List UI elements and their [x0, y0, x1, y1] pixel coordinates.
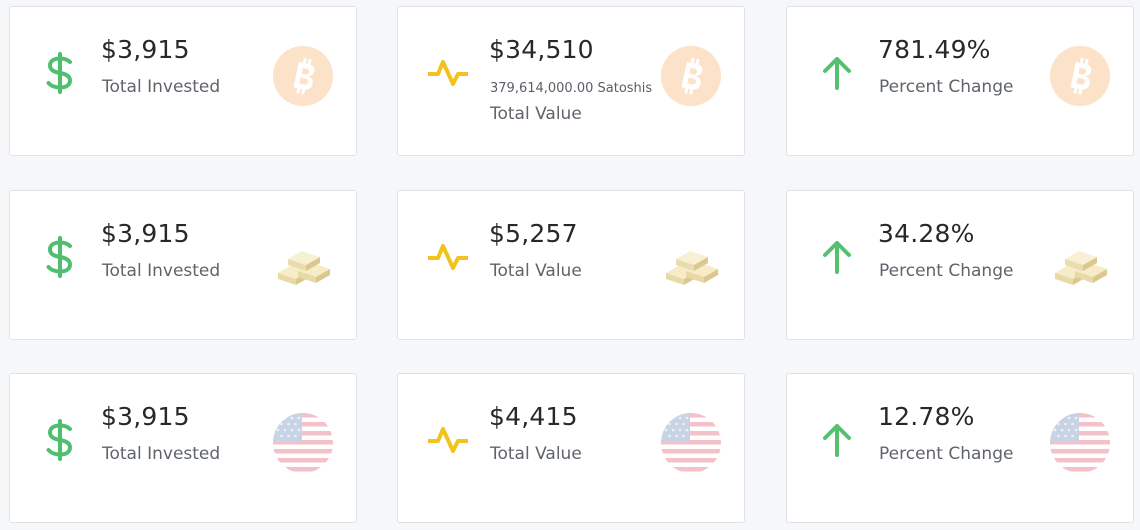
- total-value-value: $5,257: [489, 219, 578, 248]
- bitcoin-total-invested-card: $3,915 Total Invested: [9, 6, 357, 156]
- percent-change-label: Percent Change: [879, 77, 1014, 97]
- total-invested-value: $3,915: [101, 219, 190, 248]
- gold-percent-change-card: 34.28% Percent Change: [786, 190, 1134, 340]
- bitcoin-icon: [661, 46, 721, 106]
- us-flag-icon: [1050, 413, 1110, 473]
- pulse-icon: [428, 244, 468, 270]
- dollar-icon: [46, 52, 73, 94]
- total-invested-label: Total Invested: [102, 444, 221, 464]
- us-flag-icon: [661, 413, 721, 473]
- arrow-up-icon: [823, 424, 851, 457]
- gold-bars-icon: [1055, 251, 1107, 285]
- gold-total-value-card: $5,257 Total Value: [397, 190, 745, 340]
- arrow-up-icon: [823, 57, 851, 90]
- satoshis-amount: 379,614,000.00 Satoshis: [490, 81, 653, 96]
- total-value-value: $4,415: [489, 402, 578, 431]
- percent-change-value: 781.49%: [878, 35, 991, 64]
- bitcoin-icon: [273, 46, 333, 106]
- us-flag-icon: [273, 413, 333, 473]
- bitcoin-total-value-card: $34,510 379,614,000.00 Satoshis Total Va…: [397, 6, 745, 156]
- total-invested-label: Total Invested: [102, 261, 221, 281]
- usd-total-invested-card: $3,915 Total Invested: [9, 373, 357, 523]
- usd-percent-change-card: 12.78% Percent Change: [786, 373, 1134, 523]
- dollar-icon: [46, 419, 73, 461]
- gold-bars-icon: [278, 251, 330, 285]
- total-value-label: Total Value: [490, 104, 582, 124]
- percent-change-value: 34.28%: [878, 219, 975, 248]
- total-value-value: $34,510: [489, 35, 594, 64]
- total-invested-value: $3,915: [101, 35, 190, 64]
- dollar-icon: [46, 236, 73, 278]
- gold-bars-icon: [666, 251, 718, 285]
- percent-change-label: Percent Change: [879, 261, 1014, 281]
- percent-change-label: Percent Change: [879, 444, 1014, 464]
- pulse-icon: [428, 60, 468, 86]
- total-invested-label: Total Invested: [102, 77, 221, 97]
- arrow-up-icon: [823, 241, 851, 274]
- bitcoin-icon: [1050, 46, 1110, 106]
- bitcoin-percent-change-card: 781.49% Percent Change: [786, 6, 1134, 156]
- usd-total-value-card: $4,415 Total Value: [397, 373, 745, 523]
- pulse-icon: [428, 427, 468, 453]
- percent-change-value: 12.78%: [878, 402, 975, 431]
- gold-total-invested-card: $3,915 Total Invested: [9, 190, 357, 340]
- total-value-label: Total Value: [490, 261, 582, 281]
- total-invested-value: $3,915: [101, 402, 190, 431]
- total-value-label: Total Value: [490, 444, 582, 464]
